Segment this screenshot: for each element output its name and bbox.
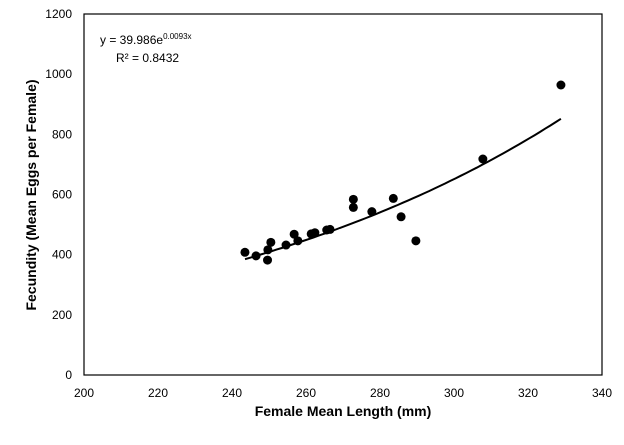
y-tick-label: 200 (52, 308, 72, 322)
y-axis-label: Fecundity (Mean Eggs per Female) (23, 79, 39, 310)
y-tick-label: 600 (52, 188, 72, 202)
data-point (263, 255, 273, 265)
data-point (478, 154, 488, 164)
data-point (396, 212, 406, 222)
data-point (411, 236, 421, 246)
data-point (348, 194, 358, 204)
x-tick-label: 320 (518, 386, 538, 400)
data-point (251, 251, 261, 261)
data-point (556, 80, 566, 90)
data-point (325, 224, 335, 234)
data-point (263, 245, 273, 255)
x-tick-label: 200 (74, 386, 94, 400)
y-tick-label: 400 (52, 248, 72, 262)
data-point (367, 207, 377, 217)
r-squared-label: R² = 0.8432 (116, 51, 179, 65)
x-tick-label: 220 (148, 386, 168, 400)
data-point (348, 202, 358, 212)
trendline-equation: y = 39.986e0.0093x (100, 32, 192, 47)
data-point (281, 240, 291, 250)
data-point (266, 237, 276, 247)
y-tick-label: 800 (52, 127, 72, 141)
data-point (310, 228, 320, 238)
data-point (240, 247, 250, 257)
plot-area-border (83, 13, 603, 376)
data-point (388, 193, 398, 203)
x-tick-label: 340 (592, 386, 612, 400)
x-tick-label: 260 (296, 386, 316, 400)
y-tick-label: 1200 (45, 7, 72, 21)
data-point (289, 229, 299, 239)
y-tick-label: 0 (65, 368, 72, 382)
x-axis-label: Female Mean Length (mm) (255, 403, 432, 419)
y-tick-label: 1000 (45, 67, 72, 81)
x-tick-label: 240 (222, 386, 242, 400)
x-tick-label: 300 (444, 386, 464, 400)
data-point (293, 236, 303, 246)
x-tick-label: 280 (370, 386, 390, 400)
